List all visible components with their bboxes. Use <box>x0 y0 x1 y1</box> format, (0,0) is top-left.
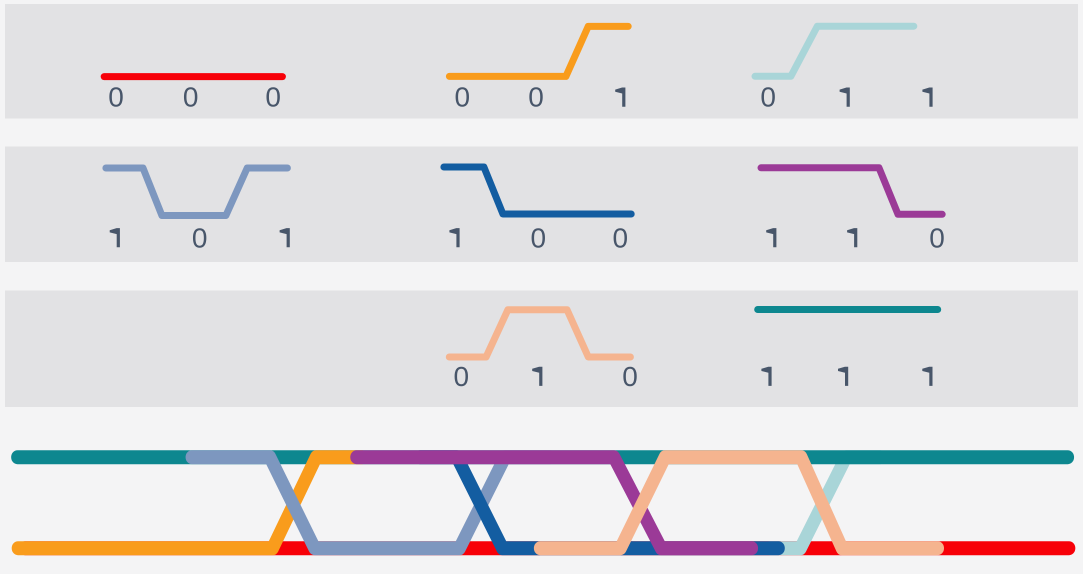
svg-text:0: 0 <box>528 82 544 113</box>
svg-text:0: 0 <box>613 222 629 253</box>
svg-text:0: 0 <box>760 82 776 113</box>
svg-text:0: 0 <box>929 222 945 253</box>
svg-text:0: 0 <box>265 82 281 113</box>
svg-text:0: 0 <box>622 361 638 392</box>
svg-text:0: 0 <box>531 222 547 253</box>
svg-text:0: 0 <box>454 361 470 392</box>
svg-text:0: 0 <box>455 82 471 113</box>
svg-text:0: 0 <box>192 222 208 253</box>
svg-text:0: 0 <box>183 82 199 113</box>
svg-text:0: 0 <box>108 82 124 113</box>
